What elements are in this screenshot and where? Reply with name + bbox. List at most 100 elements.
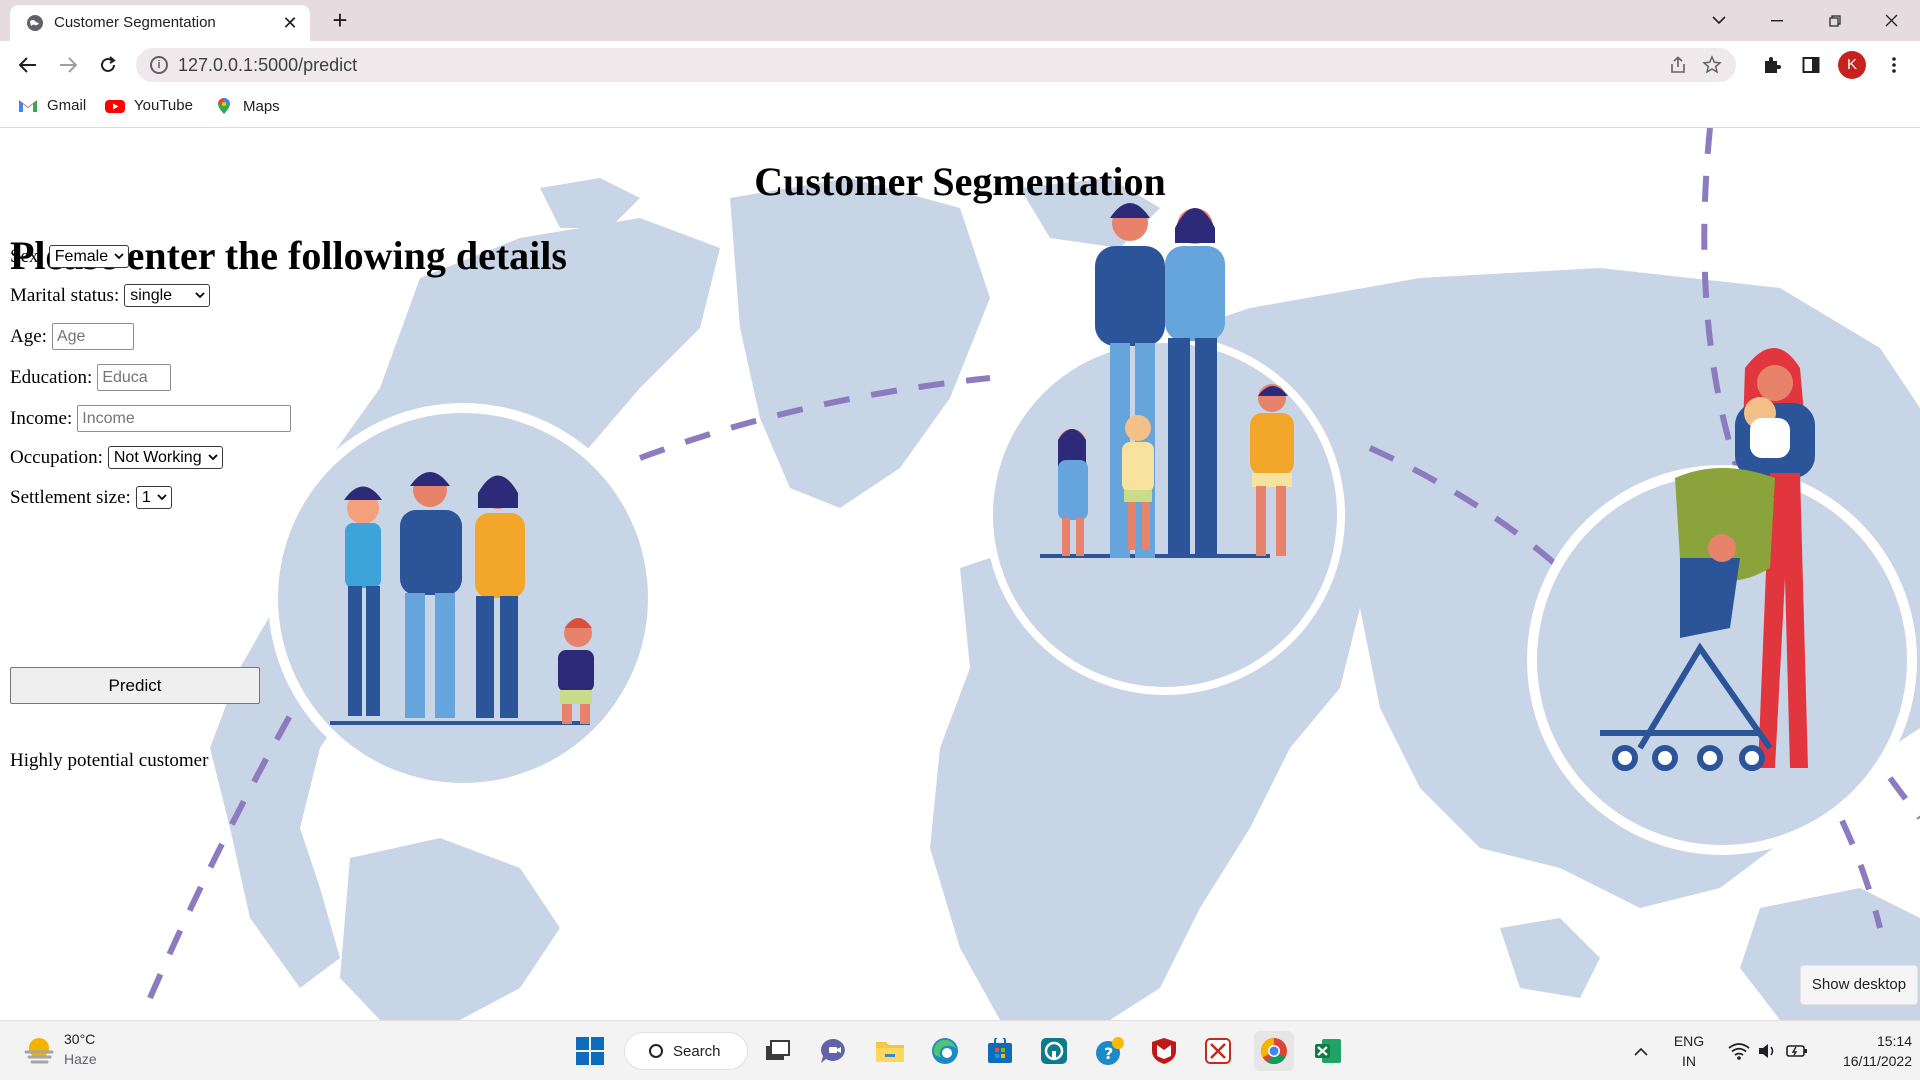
microsoft-store-icon[interactable] xyxy=(980,1031,1020,1071)
browser-toolbar: i 127.0.0.1:5000/predict K xyxy=(0,41,1920,88)
kebab-menu-icon[interactable] xyxy=(1880,51,1908,79)
chevron-down-icon xyxy=(207,454,218,461)
mcafee-shield-icon[interactable] xyxy=(1144,1031,1184,1071)
chevron-down-icon xyxy=(195,292,205,299)
sex-select-value: Female xyxy=(54,247,109,265)
new-tab-button[interactable]: + xyxy=(332,5,348,35)
occupation-select[interactable]: Not Working xyxy=(107,446,223,469)
gmail-icon xyxy=(19,99,37,112)
restore-icon[interactable] xyxy=(1806,0,1864,41)
mother-stroller-illustration-right xyxy=(1527,348,1917,855)
weather-haze-icon[interactable] xyxy=(22,1034,56,1066)
settlement-select[interactable]: 1 xyxy=(135,486,172,509)
education-input[interactable]: Educa xyxy=(97,364,172,391)
get-help-icon[interactable]: ? xyxy=(1090,1031,1130,1071)
chevron-down-icon xyxy=(114,253,124,260)
tab-strip: Customer Segmentation ✕ + xyxy=(0,0,1920,41)
close-window-icon[interactable] xyxy=(1862,0,1920,41)
bookmark-maps[interactable]: Maps xyxy=(214,97,280,115)
age-input[interactable]: Age xyxy=(51,323,134,350)
profile-avatar[interactable]: K xyxy=(1838,51,1866,79)
tray-chevron-up-icon[interactable] xyxy=(1626,1031,1656,1071)
income-label: Income: xyxy=(10,407,73,429)
marital-select-value: single xyxy=(130,286,173,304)
minimize-icon[interactable] xyxy=(1748,0,1806,41)
file-explorer-icon[interactable] xyxy=(870,1031,910,1071)
family-illustration-left xyxy=(268,403,658,793)
teams-chat-icon[interactable] xyxy=(814,1031,854,1071)
chevron-down-icon xyxy=(157,494,167,501)
age-row: Age: Age xyxy=(10,323,134,350)
family-illustration-center xyxy=(985,203,1345,695)
income-input[interactable]: Income xyxy=(77,405,292,432)
browser-tab[interactable]: Customer Segmentation ✕ xyxy=(10,5,310,41)
youtube-icon xyxy=(105,99,125,113)
taskbar-search[interactable]: Search xyxy=(624,1032,748,1070)
education-row: Education: Educa xyxy=(10,364,172,391)
weather-condition: Haze xyxy=(64,1051,97,1067)
bookmark-label: Maps xyxy=(243,97,280,115)
clock-date[interactable]: 16/11/2022 xyxy=(1842,1053,1912,1069)
sex-label: Sex: xyxy=(10,245,44,267)
task-view-icon[interactable] xyxy=(758,1031,798,1071)
marital-row: Marital status: single xyxy=(10,284,211,307)
marital-label: Marital status: xyxy=(10,284,120,306)
bookmark-youtube[interactable]: YouTube xyxy=(105,97,193,114)
settlement-select-value: 1 xyxy=(141,488,151,506)
svg-text:?: ? xyxy=(1104,1044,1113,1063)
page-title: Customer Segmentation xyxy=(754,159,1166,204)
forward-arrow-icon[interactable] xyxy=(52,49,84,81)
age-label: Age: xyxy=(10,325,47,347)
wifi-icon xyxy=(1728,1043,1750,1060)
bookmark-label: Gmail xyxy=(47,97,87,114)
bookmark-label: YouTube xyxy=(134,97,193,114)
sex-row: Sex: Female xyxy=(10,245,130,268)
address-bar[interactable]: i 127.0.0.1:5000/predict xyxy=(136,48,1736,82)
show-desktop-tooltip: Show desktop xyxy=(1800,965,1918,1005)
occupation-select-value: Not Working xyxy=(113,448,202,466)
bookmark-gmail[interactable]: Gmail xyxy=(18,97,86,114)
chrome-icon[interactable] xyxy=(1254,1031,1294,1071)
battery-icon xyxy=(1786,1045,1807,1057)
page-viewport: Customer Segmentation Please enter the f… xyxy=(0,128,1920,1020)
maps-icon xyxy=(218,98,230,114)
address-url: 127.0.0.1:5000/predict xyxy=(178,55,358,75)
tab-title: Customer Segmentation xyxy=(54,14,216,31)
settlement-row: Settlement size: 1 xyxy=(10,486,172,509)
bookmark-star-icon[interactable] xyxy=(1700,53,1724,77)
system-tray-icons[interactable] xyxy=(1718,1031,1818,1071)
taskbar-search-label: Search xyxy=(673,1042,721,1060)
language-indicator-top[interactable]: ENG xyxy=(1673,1033,1705,1049)
globe-icon xyxy=(27,15,43,31)
clock-time[interactable]: 15:14 xyxy=(1876,1033,1912,1049)
hp-support-icon[interactable] xyxy=(1034,1031,1074,1071)
world-map-background xyxy=(147,128,1920,1020)
edge-browser-icon[interactable] xyxy=(925,1031,965,1071)
income-row: Income: Income xyxy=(10,405,292,432)
extensions-puzzle-icon[interactable] xyxy=(1758,51,1786,79)
tab-close-icon[interactable]: ✕ xyxy=(282,13,298,33)
occupation-label: Occupation: xyxy=(10,446,103,468)
settlement-label: Settlement size: xyxy=(10,486,131,508)
snipping-tool-icon[interactable] xyxy=(1198,1031,1238,1071)
education-label: Education: xyxy=(10,366,93,388)
predict-button[interactable]: Predict xyxy=(10,667,260,704)
excel-icon[interactable] xyxy=(1308,1031,1348,1071)
side-panel-icon[interactable] xyxy=(1797,51,1825,79)
back-arrow-icon[interactable] xyxy=(12,49,44,81)
windows-taskbar: 30°C Haze Search ? ENG IN xyxy=(0,1020,1920,1080)
share-icon[interactable] xyxy=(1666,53,1690,77)
prediction-result: Highly potential customer xyxy=(10,750,209,771)
start-windows-icon[interactable] xyxy=(570,1031,610,1071)
reload-icon[interactable] xyxy=(92,49,124,81)
volume-icon xyxy=(1759,1044,1774,1058)
weather-temperature: 30°C xyxy=(64,1031,96,1047)
search-icon xyxy=(649,1044,663,1058)
info-icon[interactable]: i xyxy=(150,56,168,74)
occupation-row: Occupation: Not Working xyxy=(10,446,223,469)
tab-search-chevron-icon[interactable] xyxy=(1690,0,1748,41)
bookmarks-bar: Gmail YouTube Maps xyxy=(0,88,1920,128)
sex-select[interactable]: Female xyxy=(48,245,130,268)
marital-select[interactable]: single xyxy=(124,284,211,307)
language-indicator-bottom[interactable]: IN xyxy=(1682,1053,1696,1069)
